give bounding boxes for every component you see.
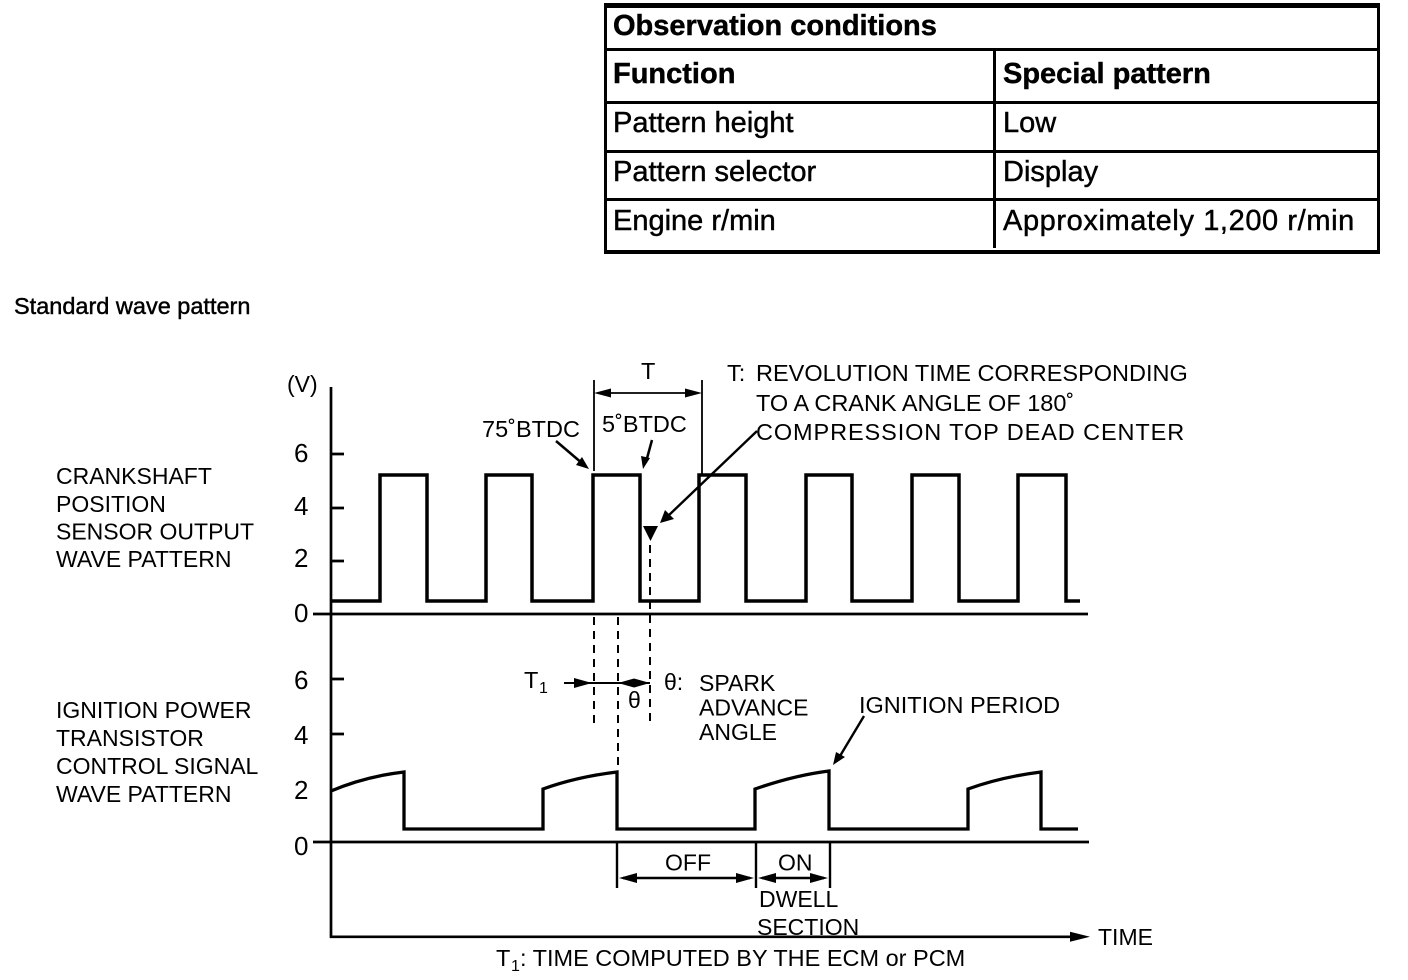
svg-text:4: 4 (294, 720, 308, 750)
svg-text:5˚BTDC: 5˚BTDC (602, 411, 687, 437)
svg-text:1: 1 (511, 958, 520, 975)
svg-text:TIME: TIME (1098, 924, 1153, 950)
svg-text:CONTROL SIGNAL: CONTROL SIGNAL (56, 753, 259, 779)
svg-text:ADVANCE: ADVANCE (699, 695, 809, 721)
svg-text:TRANSISTOR: TRANSISTOR (56, 725, 204, 751)
svg-text:0: 0 (294, 598, 308, 628)
svg-text:REVOLUTION TIME CORRESPONDING: REVOLUTION TIME CORRESPONDING (756, 360, 1188, 386)
svg-text:0: 0 (294, 831, 308, 861)
svg-text:θ:: θ: (664, 669, 683, 695)
svg-text:1: 1 (539, 680, 548, 697)
svg-text:4: 4 (294, 491, 308, 521)
svg-text:T:: T: (727, 360, 745, 386)
svg-text:WAVE PATTERN: WAVE PATTERN (56, 546, 232, 572)
svg-text:6: 6 (294, 665, 308, 695)
svg-text:DWELL: DWELL (759, 886, 838, 912)
svg-text:75˚BTDC: 75˚BTDC (482, 416, 580, 442)
svg-text:SPARK: SPARK (699, 670, 776, 696)
svg-text:(V): (V) (287, 371, 318, 397)
svg-text:T: T (641, 358, 655, 384)
svg-text:IGNITION PERIOD: IGNITION PERIOD (859, 692, 1060, 718)
svg-text:2: 2 (294, 543, 308, 573)
svg-text:CRANKSHAFT: CRANKSHAFT (56, 463, 212, 489)
svg-text:SECTION: SECTION (757, 914, 859, 940)
svg-text:6: 6 (294, 438, 308, 468)
svg-text:WAVE PATTERN: WAVE PATTERN (56, 781, 232, 807)
svg-text:COMPRESSION TOP DEAD CENTER: COMPRESSION TOP DEAD CENTER (756, 419, 1185, 445)
svg-text:TO A CRANK ANGLE OF 180˚: TO A CRANK ANGLE OF 180˚ (756, 390, 1074, 416)
svg-text:θ: θ (628, 687, 641, 713)
svg-text:POSITION: POSITION (56, 491, 166, 517)
svg-text:ON: ON (778, 850, 813, 876)
svg-text:2: 2 (294, 775, 308, 805)
svg-text:ANGLE: ANGLE (699, 719, 777, 745)
svg-text:T: T (496, 945, 510, 971)
svg-text:: TIME COMPUTED BY THE ECM or: : TIME COMPUTED BY THE ECM or PCM (520, 945, 965, 971)
svg-text:OFF: OFF (665, 850, 711, 876)
svg-text:SENSOR OUTPUT: SENSOR OUTPUT (56, 519, 254, 545)
svg-text:T: T (524, 667, 538, 693)
svg-text:IGNITION POWER: IGNITION POWER (56, 697, 252, 723)
